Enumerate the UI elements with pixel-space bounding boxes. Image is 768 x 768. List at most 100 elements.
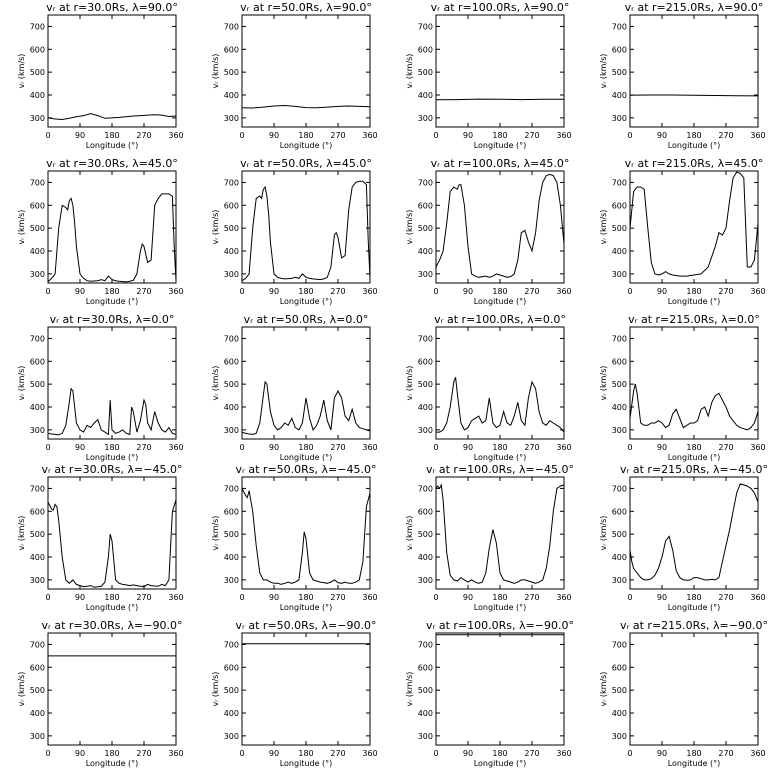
chart-panel: vᵣ at r=215.0Rs, λ=45.0° 300 400 500 600 700 0… (599, 157, 766, 306)
series-line (242, 380, 370, 435)
x-tick-label: 90 (269, 593, 279, 602)
x-tick-label: 90 (657, 443, 667, 452)
x-tick-label: 360 (556, 593, 571, 602)
x-axis-label: Longitude (°) (280, 453, 333, 462)
x-tick-label: 0 (627, 287, 632, 296)
x-tick-label: 0 (45, 443, 50, 452)
x-tick-label: 360 (556, 131, 571, 140)
y-tick-label: 700 (612, 334, 627, 343)
y-tick-label: 600 (30, 45, 45, 54)
x-tick-label: 90 (269, 131, 279, 140)
x-tick-label: 0 (45, 131, 50, 140)
x-tick-label: 90 (269, 287, 279, 296)
chart-panel: vᵣ at r=50.0Rs, λ=−45.0° 300 400 500 600 700 0… (211, 463, 378, 612)
chart-title: vᵣ at r=30.0Rs, λ=0.0° (50, 313, 175, 326)
y-tick-label: 300 (30, 426, 45, 435)
x-tick-label: 90 (463, 749, 473, 758)
y-tick-label: 600 (612, 357, 627, 366)
x-tick-label: 360 (362, 443, 377, 452)
series-line (242, 488, 370, 585)
x-axis-label: Longitude (°) (86, 759, 139, 768)
chart-title: vᵣ at r=100.0Rs, λ=90.0° (431, 1, 570, 14)
series-line (630, 483, 758, 581)
x-tick-label: 0 (45, 593, 50, 602)
y-tick-label: 700 (418, 484, 433, 493)
chart-title: vᵣ at r=50.0Rs, λ=90.0° (240, 1, 372, 14)
x-tick-label: 0 (45, 749, 50, 758)
y-tick-label: 700 (418, 178, 433, 187)
x-tick-label: 180 (298, 749, 313, 758)
y-tick-label: 500 (30, 224, 45, 233)
chart-panel: vᵣ at r=100.0Rs, λ=45.0° 300 400 500 600 700 0… (405, 157, 572, 306)
y-axis-label: vᵣ (km/s) (211, 516, 220, 551)
y-tick-label: 400 (224, 709, 239, 718)
x-tick-label: 270 (136, 131, 151, 140)
chart-panel: vᵣ at r=50.0Rs, λ=90.0° 300 400 500 600 700 0 9… (211, 1, 378, 150)
x-axis-label: Longitude (°) (86, 603, 139, 612)
x-tick-label: 0 (433, 749, 438, 758)
y-tick-label: 700 (224, 334, 239, 343)
x-tick-label: 180 (104, 749, 119, 758)
x-tick-label: 0 (239, 287, 244, 296)
x-axis-label: Longitude (°) (474, 603, 527, 612)
y-tick-label: 400 (418, 91, 433, 100)
plot-frame (629, 326, 759, 440)
x-axis-label: Longitude (°) (474, 453, 527, 462)
y-tick-label: 500 (418, 68, 433, 77)
series-line (436, 173, 564, 278)
y-tick-label: 400 (418, 709, 433, 718)
x-axis-label: Longitude (°) (668, 141, 721, 150)
x-tick-label: 180 (492, 287, 507, 296)
x-tick-label: 270 (524, 593, 539, 602)
x-tick-label: 270 (136, 593, 151, 602)
y-tick-label: 700 (418, 22, 433, 31)
x-axis-label: Longitude (°) (280, 141, 333, 150)
x-tick-label: 180 (492, 593, 507, 602)
y-axis-label: vᵣ (km/s) (405, 54, 414, 89)
y-tick-label: 600 (30, 201, 45, 210)
y-tick-label: 500 (418, 530, 433, 539)
y-tick-label: 300 (224, 270, 239, 279)
y-tick-label: 300 (612, 270, 627, 279)
x-tick-label: 90 (463, 287, 473, 296)
y-tick-label: 400 (612, 91, 627, 100)
chart-title: vᵣ at r=215.0Rs, λ=0.0° (628, 313, 760, 326)
x-tick-label: 180 (492, 131, 507, 140)
x-tick-label: 360 (168, 593, 183, 602)
x-tick-label: 360 (168, 287, 183, 296)
chart-title: vᵣ at r=50.0Rs, λ=45.0° (240, 157, 372, 170)
y-tick-label: 500 (224, 530, 239, 539)
x-tick-label: 270 (718, 443, 733, 452)
y-tick-label: 500 (30, 686, 45, 695)
chart-title: vᵣ at r=215.0Rs, λ=90.0° (625, 1, 764, 14)
y-axis-label: vᵣ (km/s) (211, 210, 220, 245)
x-tick-label: 270 (136, 287, 151, 296)
y-tick-label: 500 (224, 68, 239, 77)
y-tick-label: 400 (224, 403, 239, 412)
y-tick-label: 300 (30, 576, 45, 585)
x-tick-label: 90 (75, 593, 85, 602)
y-tick-label: 500 (224, 686, 239, 695)
x-tick-label: 180 (686, 593, 701, 602)
y-tick-label: 300 (224, 732, 239, 741)
y-tick-label: 500 (418, 224, 433, 233)
y-tick-label: 600 (418, 663, 433, 672)
y-tick-label: 400 (612, 709, 627, 718)
x-tick-label: 0 (239, 131, 244, 140)
series-line (630, 94, 758, 97)
y-tick-label: 500 (612, 686, 627, 695)
x-tick-label: 90 (269, 749, 279, 758)
y-tick-label: 600 (224, 45, 239, 54)
x-tick-label: 360 (750, 593, 765, 602)
series-line (48, 499, 176, 588)
x-tick-label: 180 (104, 593, 119, 602)
chart-panel: vᵣ at r=30.0Rs, λ=45.0° 300 400 500 600 700 0 9… (17, 157, 184, 306)
y-axis-label: vᵣ (km/s) (599, 366, 608, 401)
y-tick-label: 500 (612, 68, 627, 77)
y-tick-label: 600 (418, 507, 433, 516)
y-tick-label: 700 (30, 484, 45, 493)
y-tick-label: 300 (612, 426, 627, 435)
y-tick-label: 700 (224, 640, 239, 649)
x-tick-label: 90 (75, 749, 85, 758)
x-tick-label: 270 (136, 443, 151, 452)
